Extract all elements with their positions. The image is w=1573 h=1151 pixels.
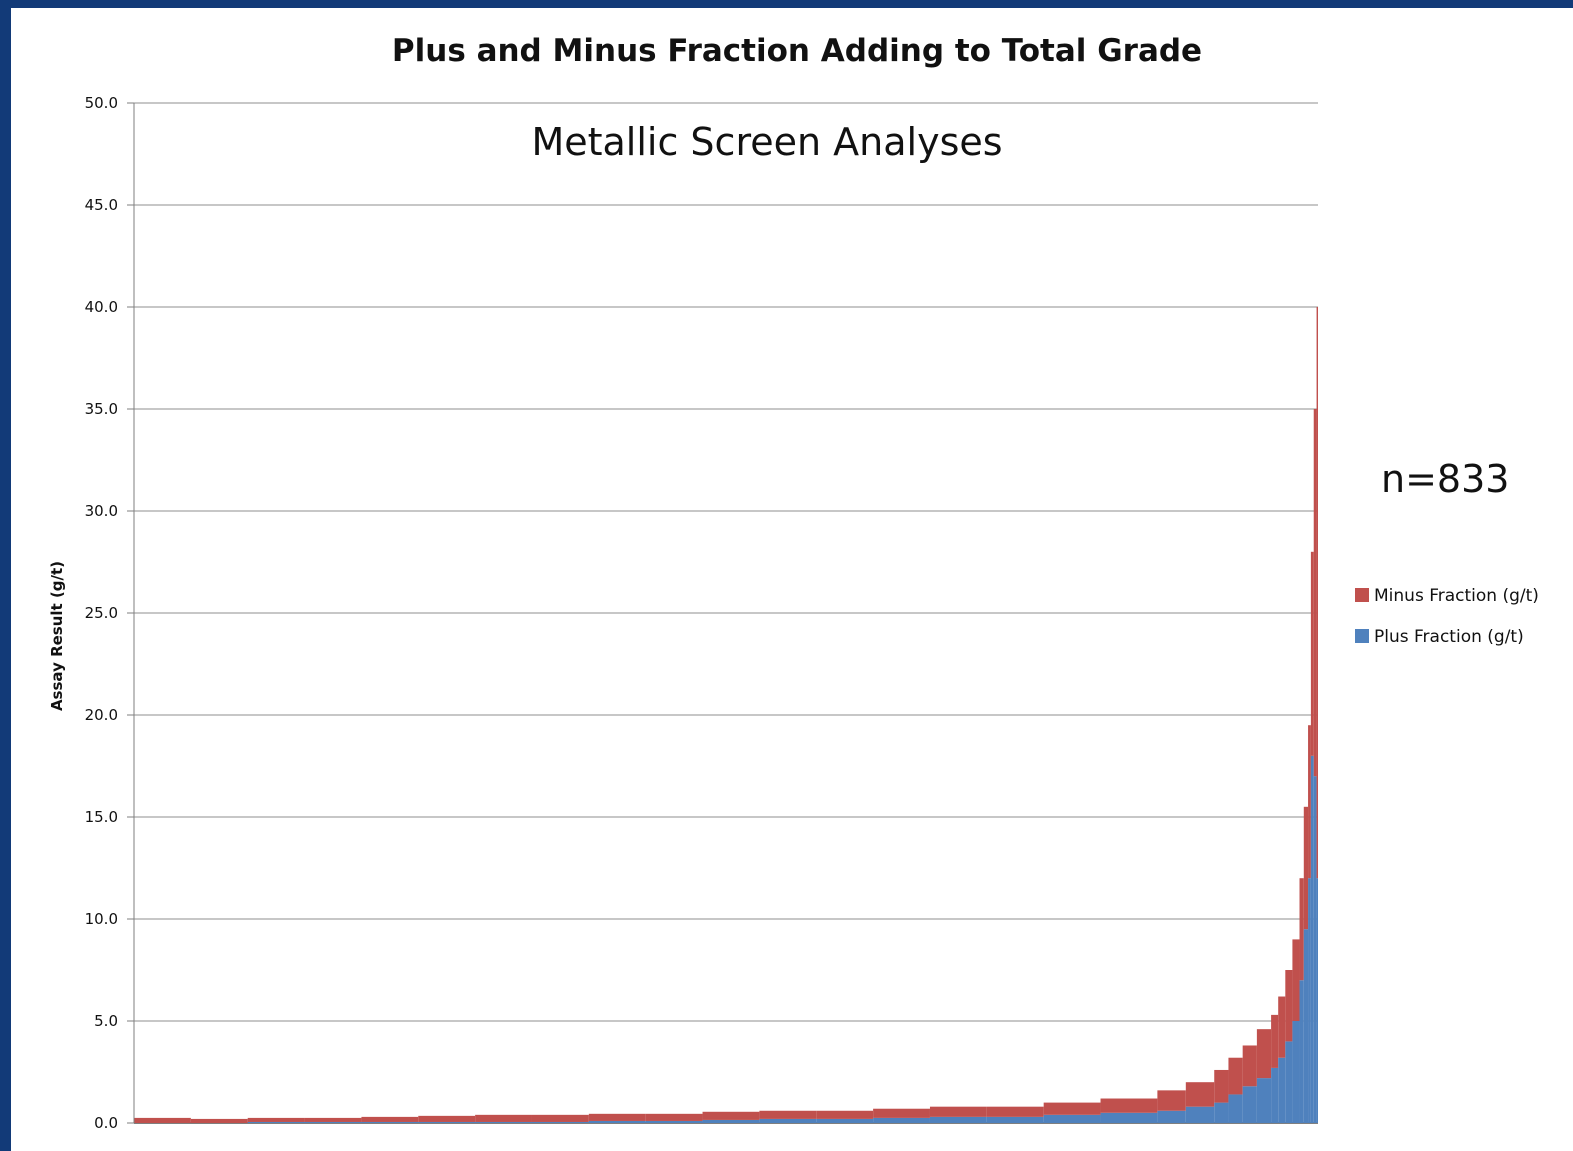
minus-fraction-segment-28 xyxy=(1299,878,1304,981)
minus-fraction-segment-32 xyxy=(1313,409,1317,777)
grid-layer xyxy=(134,102,1318,1124)
plus-fraction-segment-19 xyxy=(1185,1106,1215,1123)
plus-fraction-segment-2 xyxy=(247,1121,305,1123)
legend-swatch-minus-fraction xyxy=(1355,588,1369,602)
minus-fraction-segment-20 xyxy=(1214,1069,1229,1103)
sample-count-annotation: n=833 xyxy=(1381,457,1509,501)
plus-fraction-segment-22 xyxy=(1242,1086,1257,1123)
plus-fraction-segment-11 xyxy=(759,1118,817,1123)
y-tick-label-5.0: 5.0 xyxy=(94,1012,118,1030)
minus-fraction-segment-33 xyxy=(1316,307,1318,879)
plus-fraction-segment-15 xyxy=(986,1116,1044,1123)
plus-fraction-segment-23 xyxy=(1256,1078,1272,1123)
minus-fraction-segment-24 xyxy=(1271,1014,1279,1068)
y-tick-label-20.0: 20.0 xyxy=(85,706,118,724)
minus-fraction-segment-23 xyxy=(1256,1029,1272,1079)
plus-fraction-segment-4 xyxy=(361,1121,419,1123)
minus-fraction-segment-8 xyxy=(588,1113,646,1121)
plus-fraction-segment-9 xyxy=(645,1120,703,1123)
minus-fraction-segment-5 xyxy=(418,1115,476,1122)
minus-fraction-segment-13 xyxy=(873,1108,930,1118)
plus-fraction-segment-12 xyxy=(816,1118,874,1123)
minus-fraction-segment-7 xyxy=(531,1114,589,1122)
minus-fraction-segment-17 xyxy=(1100,1098,1158,1113)
plus-fraction-segment-5 xyxy=(418,1121,476,1123)
plus-fraction-segment-30 xyxy=(1308,878,1311,1123)
plus-fraction-segment-21 xyxy=(1228,1094,1243,1123)
y-tick-label-45.0: 45.0 xyxy=(85,196,118,214)
minus-fraction-segment-30 xyxy=(1308,725,1311,879)
minus-fraction-segment-1 xyxy=(190,1118,248,1123)
series-layer xyxy=(134,307,1318,1123)
minus-fraction-segment-12 xyxy=(816,1110,874,1119)
plus-fraction-segment-32 xyxy=(1313,776,1317,1123)
plus-fraction-segment-7 xyxy=(531,1121,589,1123)
minus-fraction-segment-9 xyxy=(645,1113,703,1121)
minus-fraction-segment-15 xyxy=(986,1106,1044,1117)
legend: Minus Fraction (g/t) Plus Fraction (g/t) xyxy=(1355,586,1539,647)
plus-fraction-segment-3 xyxy=(304,1121,362,1123)
legend-swatch-plus-fraction xyxy=(1355,629,1369,643)
y-tick-label-35.0: 35.0 xyxy=(85,400,118,418)
minus-fraction-segment-10 xyxy=(702,1111,760,1120)
minus-fraction-segment-11 xyxy=(759,1110,817,1119)
plus-fraction-segment-10 xyxy=(702,1119,760,1123)
tick-layer: 0.0 5.0 10.0 15.0 20.0 25.0 30.0 35.0 40.0 45.0 50… xyxy=(85,94,135,1132)
plus-fraction-segment-31 xyxy=(1310,755,1314,1123)
minus-fraction-segment-3 xyxy=(304,1117,362,1122)
y-tick-label-25.0: 25.0 xyxy=(85,604,118,622)
plus-fraction-segment-26 xyxy=(1285,1041,1293,1123)
plus-fraction-segment-6 xyxy=(475,1121,532,1123)
y-tick-label-0.0: 0.0 xyxy=(94,1114,118,1132)
y-axis-label: Assay Result (g/t) xyxy=(48,561,66,711)
minus-fraction-segment-25 xyxy=(1278,996,1286,1058)
minus-fraction-segment-18 xyxy=(1157,1090,1186,1111)
minus-fraction-segment-14 xyxy=(929,1106,987,1117)
minus-fraction-segment-16 xyxy=(1043,1102,1101,1115)
y-tick-label-50.0: 50.0 xyxy=(85,94,118,112)
minus-fraction-segment-4 xyxy=(361,1116,419,1122)
y-tick-label-40.0: 40.0 xyxy=(85,298,118,316)
plus-fraction-segment-17 xyxy=(1100,1112,1158,1123)
chart-subtitle: Metallic Screen Analyses xyxy=(531,120,1002,164)
y-tick-label-10.0: 10.0 xyxy=(85,910,118,928)
legend-label-plus-fraction: Plus Fraction (g/t) xyxy=(1374,627,1524,647)
minus-fraction-segment-6 xyxy=(475,1114,532,1122)
plus-fraction-segment-20 xyxy=(1214,1102,1229,1123)
plus-fraction-segment-24 xyxy=(1271,1067,1279,1123)
minus-fraction-segment-26 xyxy=(1285,970,1293,1042)
plus-fraction-segment-14 xyxy=(929,1116,987,1123)
legend-label-minus-fraction: Minus Fraction (g/t) xyxy=(1374,586,1539,606)
chart-title: Plus and Minus Fraction Adding to Total … xyxy=(392,33,1202,69)
chart-panel: Plus and Minus Fraction Adding to Total … xyxy=(11,8,1573,1151)
plus-fraction-segment-27 xyxy=(1292,1021,1300,1123)
plus-fraction-segment-18 xyxy=(1157,1110,1186,1123)
plus-fraction-segment-25 xyxy=(1278,1057,1286,1123)
plus-fraction-segment-8 xyxy=(588,1120,646,1123)
minus-fraction-segment-31 xyxy=(1310,551,1314,756)
minus-fraction-segment-21 xyxy=(1228,1057,1243,1095)
plus-fraction-segment-29 xyxy=(1303,929,1309,1123)
minus-fraction-segment-19 xyxy=(1185,1082,1215,1107)
minus-fraction-segment-0 xyxy=(134,1117,191,1123)
minus-fraction-segment-22 xyxy=(1242,1045,1257,1087)
plus-fraction-segment-16 xyxy=(1043,1114,1101,1123)
y-tick-label-15.0: 15.0 xyxy=(85,808,118,826)
minus-fraction-segment-29 xyxy=(1303,806,1309,930)
minus-fraction-segment-2 xyxy=(247,1117,305,1122)
chart-svg: Plus and Minus Fraction Adding to Total … xyxy=(48,33,1539,1132)
plus-fraction-segment-28 xyxy=(1299,980,1304,1123)
plus-fraction-segment-13 xyxy=(873,1117,930,1123)
minus-fraction-segment-27 xyxy=(1292,939,1300,1021)
y-tick-label-30.0: 30.0 xyxy=(85,502,118,520)
plus-fraction-segment-33 xyxy=(1316,878,1318,1123)
